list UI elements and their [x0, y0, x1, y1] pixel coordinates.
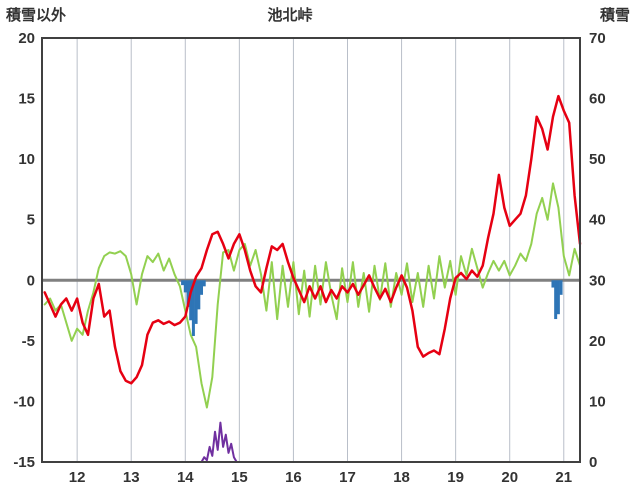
blue-bars-bar — [197, 280, 201, 310]
left-axis-tick-label: 15 — [18, 91, 35, 108]
left-axis-tick-label: 0 — [27, 272, 35, 289]
right-axis-tick-label: 20 — [589, 333, 606, 350]
x-axis-tick-label: 21 — [555, 469, 572, 486]
right-axis-tick-label: 10 — [589, 393, 606, 410]
blue-bars-bar — [551, 280, 555, 288]
left-axis-tick-label: 20 — [18, 30, 35, 47]
blue-bars-bar — [189, 280, 193, 321]
left-axis-tick-label: 10 — [18, 151, 35, 168]
blue-bars-bar — [191, 280, 195, 337]
right-axis-tick-label: 40 — [589, 212, 606, 229]
right-axis-tick-label: 60 — [589, 91, 606, 108]
right-axis-tick-label: 50 — [589, 151, 606, 168]
x-axis-tick-label: 12 — [69, 469, 86, 486]
blue-bars-bar — [559, 280, 563, 295]
plot-frame — [41, 37, 581, 463]
red-line — [43, 94, 582, 385]
right-axis-tick-label: 70 — [589, 30, 606, 47]
x-axis-tick-label: 13 — [123, 469, 140, 486]
blue-bars-bar — [556, 280, 560, 315]
blue-bars-bar — [181, 280, 185, 286]
left-axis-tick-label: -15 — [13, 454, 35, 471]
blue-bars-bar — [200, 280, 204, 295]
x-axis-tick-label: 16 — [285, 469, 302, 486]
blue-bars-bar — [186, 280, 190, 307]
blue-bars-bar — [202, 280, 206, 287]
green-line — [43, 182, 581, 409]
x-axis-tick-label: 19 — [447, 469, 464, 486]
chart-title: 池北峠 — [267, 7, 313, 24]
right-axis-tick-label: 0 — [589, 454, 597, 471]
x-axis-tick-label: 20 — [501, 469, 518, 486]
left-axis-tick-label: 5 — [27, 212, 35, 229]
left-axis-tick-label: -10 — [13, 393, 35, 410]
x-axis-tick-label: 17 — [339, 469, 356, 486]
right-axis-tick-label: 30 — [589, 272, 606, 289]
left-axis-tick-label: -5 — [22, 333, 35, 350]
right-axis-title: 積雪 — [599, 7, 630, 24]
blue-bars-bar — [554, 280, 558, 320]
x-axis-tick-label: 15 — [231, 469, 248, 486]
purple-line — [41, 421, 581, 463]
blue-bars-bar — [183, 280, 187, 293]
x-axis-tick-label: 18 — [393, 469, 410, 486]
left-axis-title: 積雪以外 — [6, 7, 67, 24]
x-axis-tick-label: 14 — [177, 469, 194, 486]
blue-bars-bar — [194, 280, 198, 324]
